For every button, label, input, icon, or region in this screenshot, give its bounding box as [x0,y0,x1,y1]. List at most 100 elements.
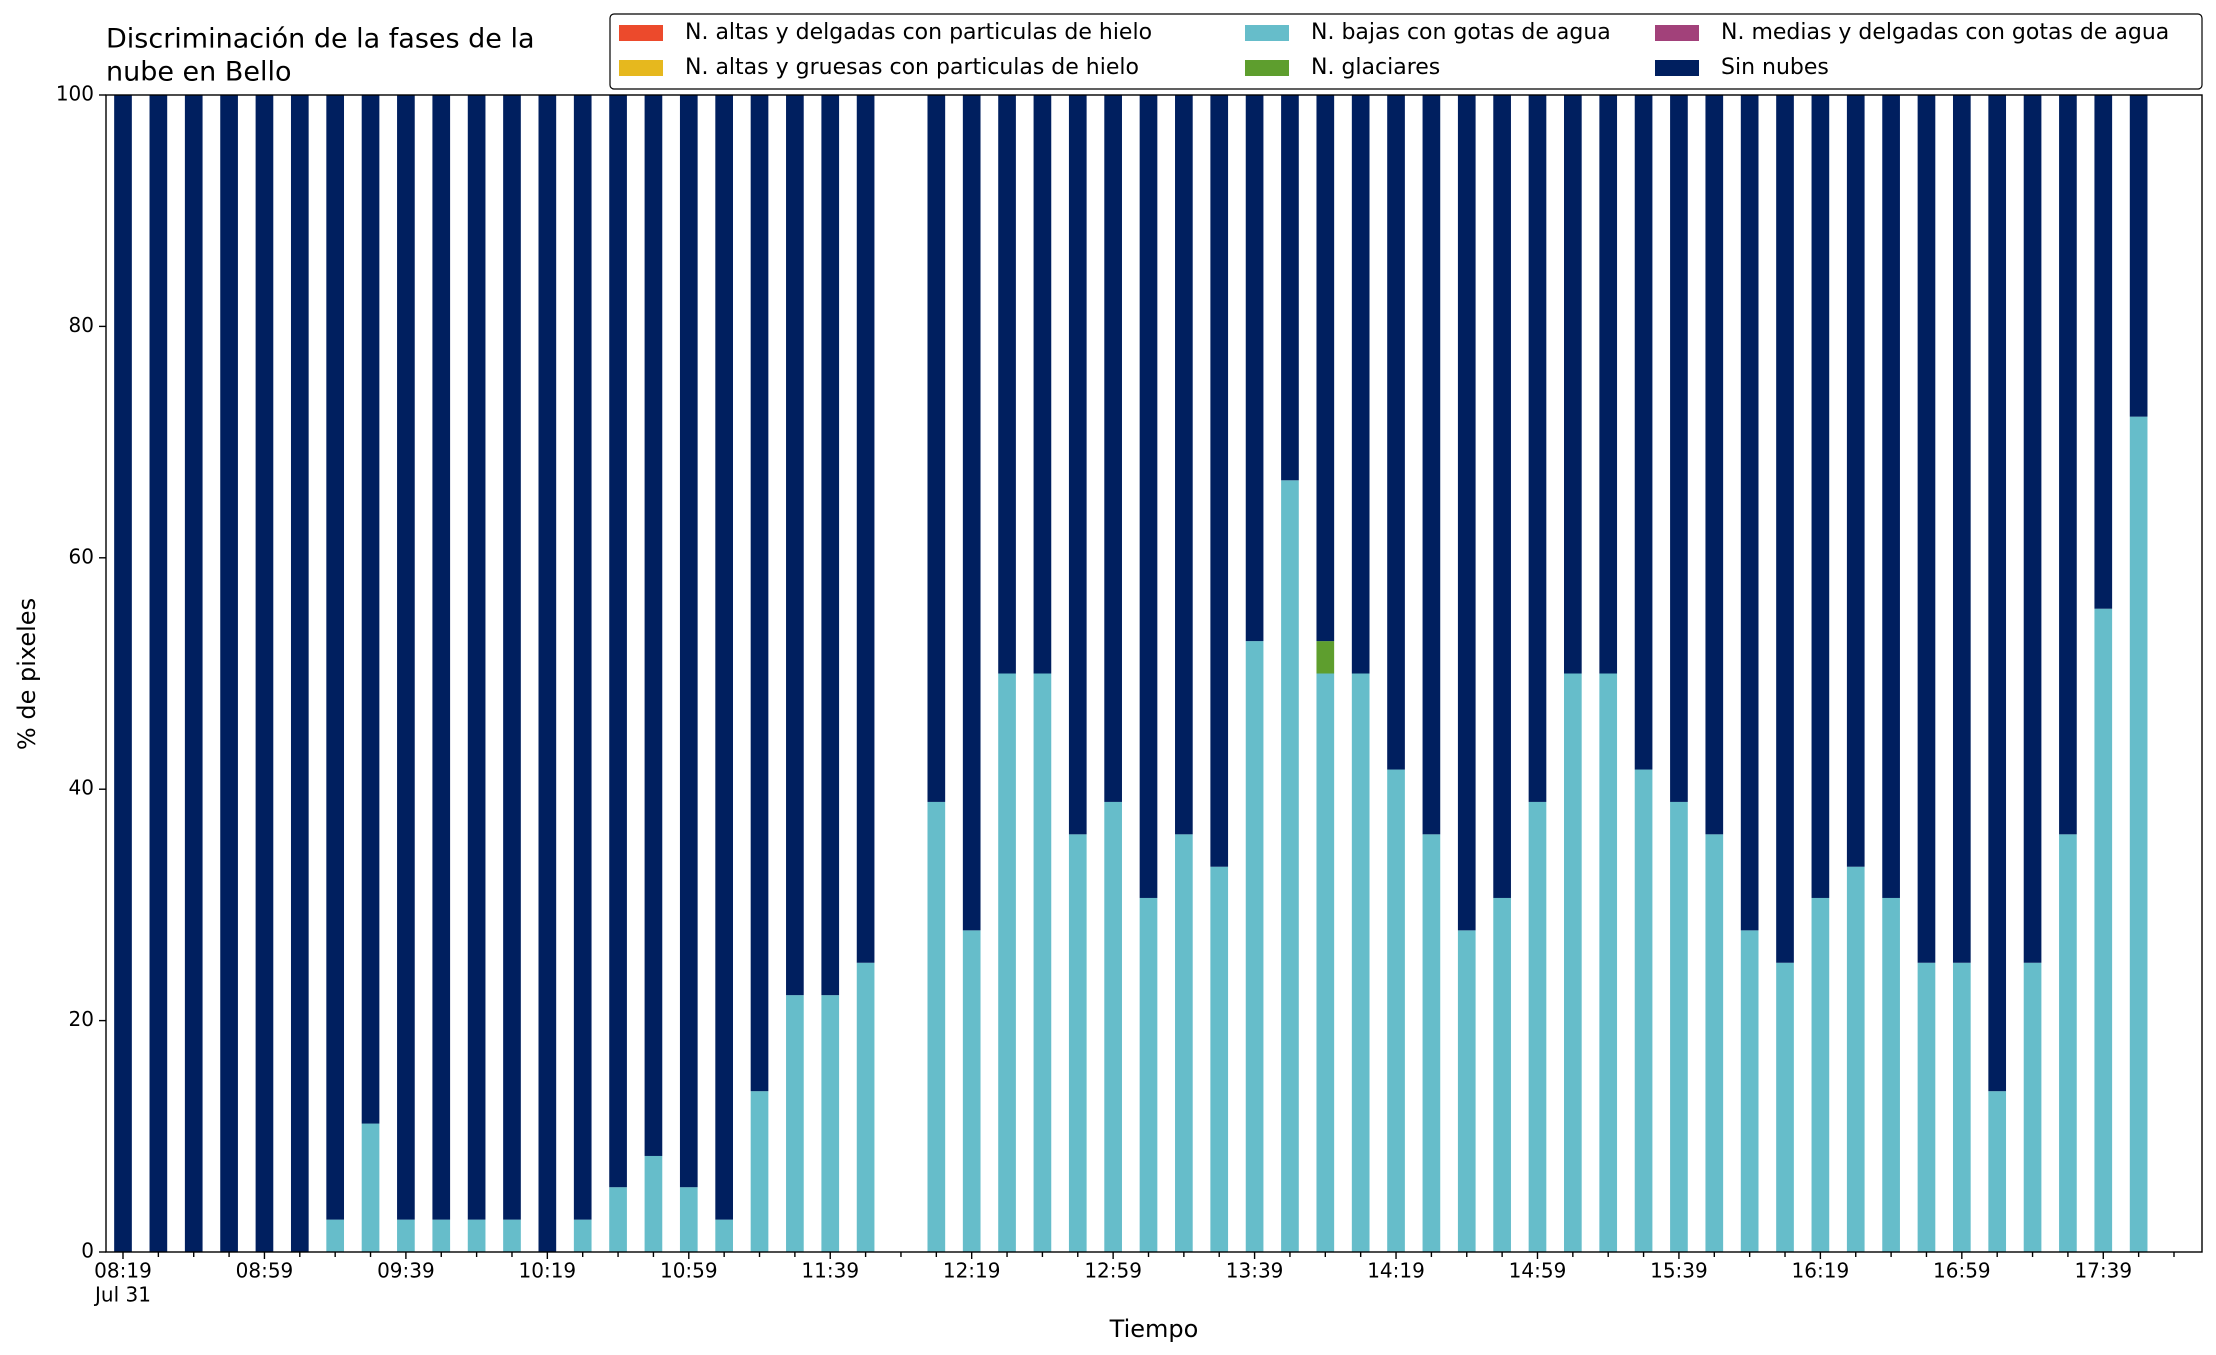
x-tick-label: 08:19 [94,1259,152,1283]
bar-segment [1210,866,1229,1252]
bar-segment [1988,95,2007,1092]
legend-swatch [1655,25,1699,41]
bar-segment [821,95,840,996]
bar-segment [1846,95,1865,867]
legend-swatch [1655,60,1699,76]
bar-segment [1988,1091,2007,1252]
bar-segment [679,95,698,1188]
bar-segment [149,95,168,1252]
bar-segment [1068,95,1087,835]
bar-segment [2059,95,2077,835]
bar-segment [290,95,309,1252]
bar-segment [609,1187,627,1252]
bar-segment [432,1219,451,1252]
legend-label: N. medias y delgadas con gotas de agua [1721,20,2169,45]
bar-segment [1104,95,1122,802]
x-tick-label: 11:39 [801,1259,859,1283]
x-tick-label: 12:19 [943,1259,1001,1283]
bar-segment [1245,641,1264,1252]
bar-segment [361,95,380,1124]
bar-segment [2059,834,2077,1252]
bar-segment [361,1123,380,1252]
bar-segment [856,962,875,1252]
bar-segment [1387,95,1405,770]
bar-segment [1457,930,1476,1252]
legend-swatch [1245,25,1289,41]
bar-segment [1175,834,1193,1252]
bar-segment [1564,95,1582,674]
bar-segment [1917,95,1936,963]
bar-segment [1245,95,1264,642]
bar-segment [1033,673,1052,1252]
bar-segment [1670,801,1688,1252]
bar-segment [1422,95,1441,835]
legend-swatch [1245,60,1289,76]
bar-segment [1493,95,1511,898]
x-tick-label: 10:19 [519,1259,577,1283]
bar-segment [1705,834,1724,1252]
bar-segment [573,1219,592,1252]
bar-segment [998,95,1016,674]
y-tick-label: 0 [81,1239,94,1263]
legend-label: N. glaciares [1311,55,1440,80]
bar-segment [1316,95,1335,642]
bar-segment [326,1219,345,1252]
bar-segment [326,95,345,1220]
bar-segment [962,95,981,931]
x-tick-label: 16:59 [1933,1259,1991,1283]
y-tick-label: 100 [56,82,94,106]
bar-segment [1846,866,1865,1252]
bar-segment [1952,962,1971,1252]
x-date-label: Jul 31 [93,1283,151,1307]
bar-segment [1952,95,1971,963]
y-axis-label: % de pixeles [13,598,41,750]
bar-segment [1422,834,1441,1252]
legend-box [609,13,2203,90]
bar-segment [1068,834,1087,1252]
bar-segment [2023,95,2042,963]
x-tick-label: 17:39 [2074,1259,2132,1283]
bar-segment [114,95,132,1252]
x-tick-label: 10:59 [660,1259,718,1283]
bar-segment [1457,95,1476,931]
bar-segment [255,95,274,1252]
bar-segment [503,95,521,1220]
bar-segment [1351,95,1370,674]
bar-segment [1316,673,1335,1252]
bar-segment [1917,962,1936,1252]
bar-segment [998,673,1016,1252]
bar-segment [715,95,733,1220]
legend-label: N. altas y delgadas con particulas de hi… [685,20,1152,45]
bar-segment [1776,95,1794,963]
bar-segment [644,1155,663,1252]
bar-segment [1599,95,1618,674]
legend-label: N. altas y gruesas con particulas de hie… [685,55,1139,80]
bar-segment [821,995,840,1252]
bar-segment [1351,673,1370,1252]
bar-segment [679,1187,698,1252]
bar-segment [538,95,557,1252]
bar-segment [467,95,486,1220]
bar-segment [184,95,203,1252]
bar-segment [1740,95,1759,931]
legend-label: Sin nubes [1721,55,1829,80]
bar-segment [927,95,946,802]
x-tick-label: 13:39 [1226,1259,1284,1283]
legend: N. altas y delgadas con particulas de hi… [609,13,2203,90]
bar-segment [609,95,627,1188]
bar-segment [1740,930,1759,1252]
bar-segment [786,995,804,1252]
bar-segment [2129,95,2148,417]
x-tick-label: 09:39 [377,1259,435,1283]
bar-segment [1104,801,1122,1252]
x-tick-label: 08:59 [236,1259,294,1283]
legend-swatch [619,60,663,76]
y-tick-label: 20 [69,1007,94,1031]
chart-title: Discriminación de la fases de la [106,24,535,55]
bar-segment [1776,962,1794,1252]
y-tick-label: 40 [69,776,94,800]
bar-segment [1670,95,1688,802]
bar-segment [2129,416,2148,1252]
bar-segment [1493,897,1511,1252]
